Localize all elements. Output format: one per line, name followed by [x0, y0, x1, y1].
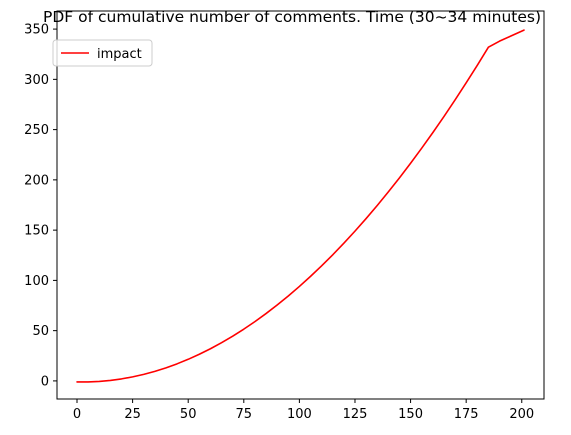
- y-tick-label: 0: [41, 374, 49, 389]
- plot-area: [76, 29, 525, 383]
- series-line-impact: [76, 29, 525, 383]
- x-tick-label: 75: [236, 407, 253, 422]
- y-tick-label: 50: [32, 324, 49, 339]
- y-tick-label: 150: [24, 224, 49, 239]
- y-tick-label: 200: [24, 173, 49, 188]
- y-tick-label: 350: [24, 23, 49, 38]
- y-tick-label: 100: [24, 274, 49, 289]
- x-axis: 0 25 50 75 100 125 150 175 200: [73, 399, 534, 422]
- x-tick-label: 100: [287, 407, 312, 422]
- legend-label-impact: impact: [97, 47, 142, 62]
- chart-title: PDF of cumulative number of comments. Ti…: [43, 8, 541, 26]
- y-tick-label: 300: [24, 73, 49, 88]
- x-tick-label: 0: [73, 407, 81, 422]
- x-tick-label: 25: [124, 407, 141, 422]
- x-tick-label: 50: [180, 407, 197, 422]
- x-tick-label: 175: [454, 407, 479, 422]
- y-tick-label: 250: [24, 123, 49, 138]
- x-tick-label: 200: [509, 407, 534, 422]
- y-axis: 0 50 100 150 200 250 300 350: [24, 23, 57, 389]
- x-tick-label: 150: [398, 407, 423, 422]
- legend: impact: [52, 39, 153, 67]
- x-tick-label: 125: [343, 407, 368, 422]
- axes-frame: [56, 10, 545, 400]
- legend-box: [52, 39, 153, 67]
